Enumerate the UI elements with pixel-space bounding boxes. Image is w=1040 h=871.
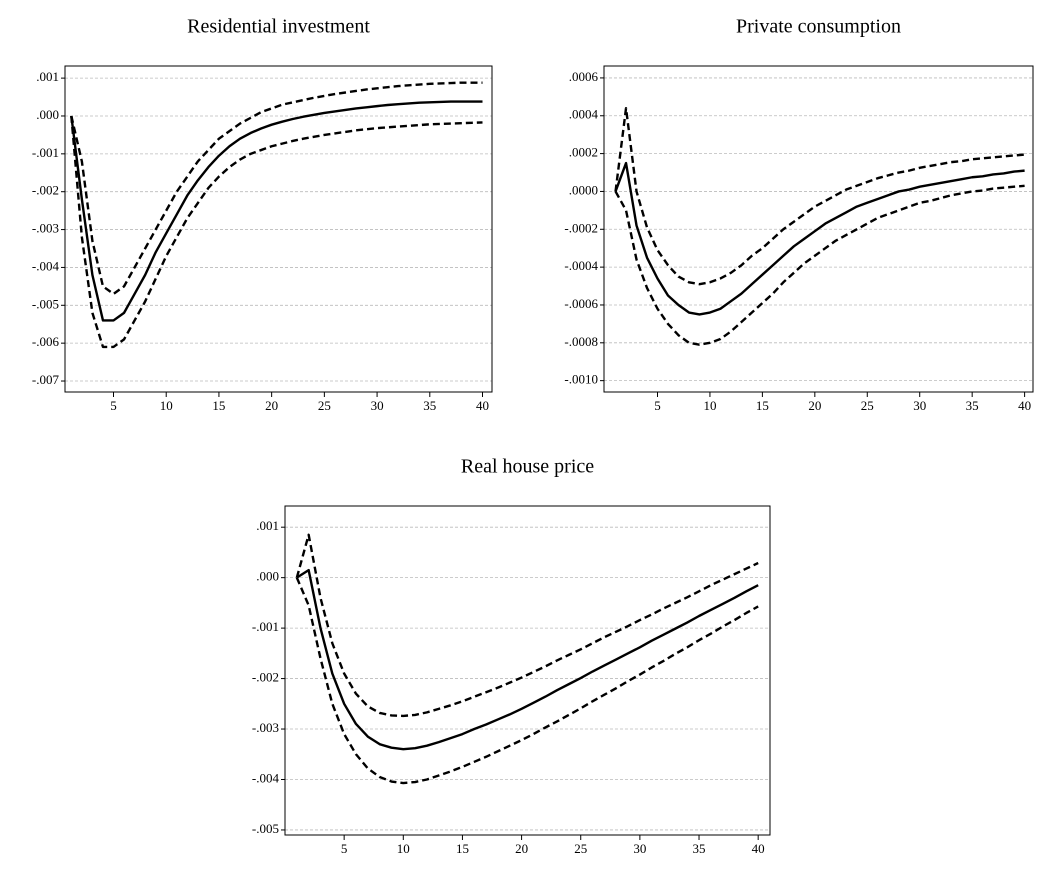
subplot: Residential investment .001 .000 -.001 -.002… [32,16,493,413]
x-tick-label: 25 [861,398,874,413]
y-tick-label: -.0006 [564,296,598,311]
chart-title: Private consumption [736,16,901,38]
x-tick-label: 40 [476,398,489,413]
y-tick-label: .001 [256,518,279,533]
plot-frame [284,505,771,836]
y-tick-label: -.007 [32,372,60,387]
x-tick-label: 20 [265,398,278,413]
plot-frame [603,65,1034,393]
x-tick-label: 15 [456,841,469,856]
series-line [70,81,483,296]
chart-title: Residential investment [187,16,370,38]
x-tick-label: 15 [756,398,769,413]
series-line [295,577,759,785]
x-tick-label: 15 [212,398,225,413]
y-tick-label: .0000 [569,182,598,197]
x-tick-label: 30 [371,398,384,413]
y-tick-label: -.0008 [564,334,598,349]
y-tick-label: -.005 [32,296,59,311]
x-tick-label: 25 [574,841,587,856]
x-tick-label: 40 [1018,398,1031,413]
y-tick-label: -.005 [252,821,279,836]
y-tick-label: -.001 [32,145,59,160]
x-tick-label: 25 [318,398,331,413]
y-tick-label: -.002 [252,670,279,685]
x-tick-label: 10 [397,841,410,856]
series-line [70,100,483,322]
y-tick-label: .0002 [569,145,598,160]
series-line [614,106,1025,286]
y-tick-label: .001 [36,69,59,84]
series-line [295,533,759,718]
y-tick-label: -.004 [32,258,60,273]
x-tick-label: 35 [423,398,436,413]
x-tick-label: 10 [703,398,716,413]
y-tick-label: -.003 [32,221,59,236]
y-tick-label: .000 [256,569,279,584]
x-tick-label: 20 [808,398,821,413]
y-tick-label: -.0004 [564,258,598,273]
y-tick-label: .0004 [569,107,599,122]
subplot: Private consumption .0006 .0004 .0002 .0000 -… [564,16,1034,413]
series-line [614,184,1025,346]
y-tick-label: -.002 [32,183,59,198]
x-tick-label: 30 [913,398,926,413]
y-tick-label: .0006 [569,69,599,84]
x-tick-label: 35 [966,398,979,413]
chart-title: Real house price [461,456,594,478]
subplot: Real house price .001 .000 -.001 -.002 -.003 -… [252,456,771,856]
y-tick-label: -.006 [32,334,60,349]
x-tick-label: 35 [693,841,706,856]
y-tick-label: -.0010 [564,372,598,387]
x-tick-label: 5 [654,398,661,413]
y-tick-label: -.001 [252,619,279,634]
series-line [614,161,1025,316]
series-line [296,568,759,751]
x-tick-label: 40 [752,841,765,856]
y-tick-label: -.0002 [564,220,598,235]
x-tick-label: 5 [341,841,348,856]
series-line [70,115,483,349]
plot-frame [64,65,493,393]
x-tick-label: 10 [160,398,173,413]
y-tick-label: -.003 [252,720,279,735]
y-tick-label: .000 [36,107,59,122]
x-tick-label: 5 [110,398,117,413]
x-tick-label: 20 [515,841,528,856]
y-tick-label: -.004 [252,770,280,785]
x-tick-label: 30 [633,841,646,856]
